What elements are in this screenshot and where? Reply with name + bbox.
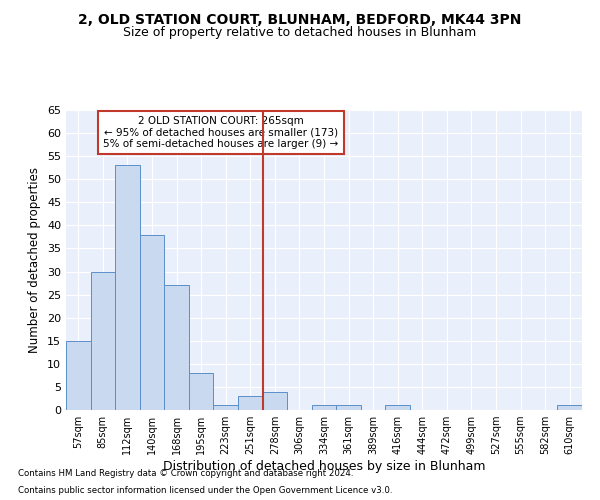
Bar	[214, 406, 238, 410]
Text: 2, OLD STATION COURT, BLUNHAM, BEDFORD, MK44 3PN: 2, OLD STATION COURT, BLUNHAM, BEDFORD, …	[79, 12, 521, 26]
Text: Size of property relative to detached houses in Blunham: Size of property relative to detached ho…	[124, 26, 476, 39]
Text: 2 OLD STATION COURT: 265sqm
← 95% of detached houses are smaller (173)
5% of sem: 2 OLD STATION COURT: 265sqm ← 95% of det…	[103, 116, 338, 149]
Bar	[140, 234, 164, 410]
Bar	[263, 392, 287, 410]
Bar	[312, 406, 336, 410]
Y-axis label: Number of detached properties: Number of detached properties	[28, 167, 41, 353]
Bar	[557, 406, 582, 410]
Bar	[66, 341, 91, 410]
Bar	[189, 373, 214, 410]
Bar	[336, 406, 361, 410]
Text: Contains public sector information licensed under the Open Government Licence v3: Contains public sector information licen…	[18, 486, 392, 495]
Text: Contains HM Land Registry data © Crown copyright and database right 2024.: Contains HM Land Registry data © Crown c…	[18, 468, 353, 477]
Bar	[91, 272, 115, 410]
X-axis label: Distribution of detached houses by size in Blunham: Distribution of detached houses by size …	[163, 460, 485, 473]
Bar	[164, 286, 189, 410]
Bar	[238, 396, 263, 410]
Bar	[115, 166, 140, 410]
Bar	[385, 406, 410, 410]
